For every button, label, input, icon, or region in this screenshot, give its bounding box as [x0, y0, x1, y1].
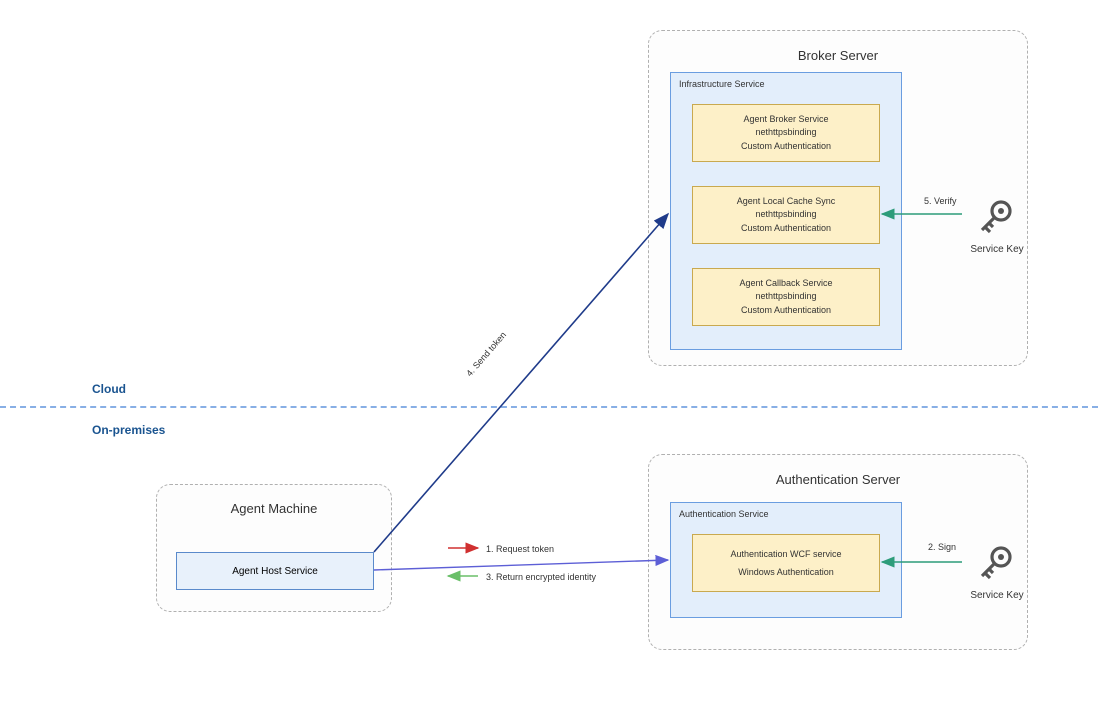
auth-key-label: Service Key [962, 590, 1032, 601]
agent-to-auth-arrow [374, 560, 668, 570]
cloud-label: Cloud [92, 382, 126, 396]
agent-machine-title: Agent Machine [157, 501, 391, 516]
return-identity-label: 3. Return encrypted identity [486, 572, 596, 582]
agent-machine-box: Agent Machine [156, 484, 392, 612]
agent-callback-auth: Custom Authentication [741, 304, 831, 318]
agent-cache-sync-box: Agent Local Cache Sync nethttpsbinding C… [692, 186, 880, 244]
agent-cache-sync-name: Agent Local Cache Sync [737, 195, 836, 209]
auth-wcf-line2: Windows Authentication [738, 563, 834, 581]
auth-server-title: Authentication Server [649, 472, 1027, 487]
agent-host-service-label: Agent Host Service [232, 566, 318, 577]
agent-callback-name: Agent Callback Service [739, 277, 832, 291]
auth-key-icon [978, 544, 1014, 585]
onprem-label: On-premises [92, 423, 165, 437]
agent-broker-service-box: Agent Broker Service nethttpsbinding Cus… [692, 104, 880, 162]
request-token-label: 1. Request token [486, 544, 554, 554]
broker-server-title: Broker Server [649, 48, 1027, 63]
agent-broker-service-auth: Custom Authentication [741, 140, 831, 154]
send-token-label: 4. Send token [464, 330, 508, 378]
agent-broker-service-binding: nethttpsbinding [755, 126, 816, 140]
send-token-arrow [374, 214, 668, 552]
agent-cache-sync-binding: nethttpsbinding [755, 208, 816, 222]
infrastructure-service-title: Infrastructure Service [671, 73, 901, 95]
auth-service-title: Authentication Service [671, 503, 901, 525]
verify-label: 5. Verify [924, 196, 957, 206]
auth-wcf-name: Authentication WCF service [730, 545, 841, 563]
agent-host-service-box: Agent Host Service [176, 552, 374, 590]
broker-key-label: Service Key [962, 244, 1032, 255]
agent-cache-sync-auth: Custom Authentication [741, 222, 831, 236]
broker-key-icon [978, 198, 1014, 239]
agent-callback-box: Agent Callback Service nethttpsbinding C… [692, 268, 880, 326]
region-divider [0, 406, 1098, 408]
sign-label: 2. Sign [928, 542, 956, 552]
auth-wcf-box: Authentication WCF service Windows Authe… [692, 534, 880, 592]
agent-broker-service-name: Agent Broker Service [743, 113, 828, 127]
agent-callback-binding: nethttpsbinding [755, 290, 816, 304]
